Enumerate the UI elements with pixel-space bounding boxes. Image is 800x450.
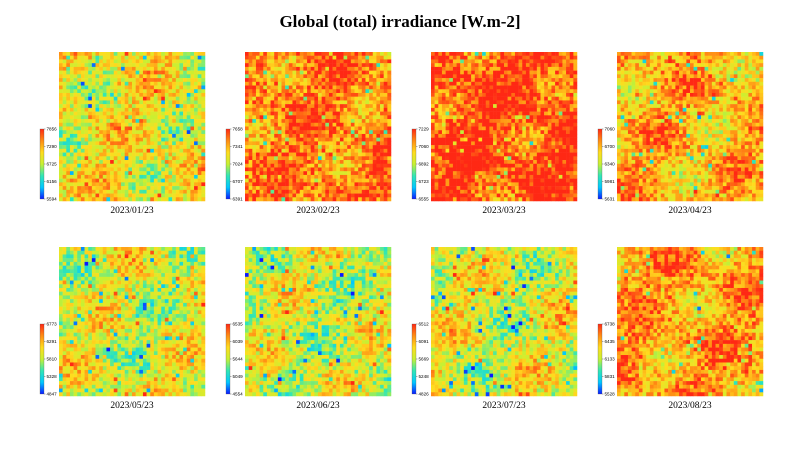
map-panel: 2023/06/23 6535 6039 5644 5049 4554	[225, 247, 392, 411]
heatmap-raster	[431, 247, 578, 397]
heatmap-raster	[617, 247, 764, 397]
colorbar-tick-label: 4826	[419, 392, 430, 397]
colorbar-tick-label: 4554	[233, 392, 244, 397]
map-panel: 2023/07/23 6512 6091 5669 5248 4826	[411, 247, 578, 411]
map-panel: 2023/05/23 6773 6291 5810 5328 4847	[39, 247, 206, 411]
colorbar-tick-label: 6738	[605, 322, 616, 327]
colorbar-tick-label: 7229	[419, 127, 430, 132]
colorbar-tick-label: 5594	[47, 197, 58, 202]
colorbar-tick-label: 6091	[419, 339, 430, 344]
colorbar-tick-label: 6133	[605, 357, 616, 362]
colorbar-tick-label: 6707	[233, 179, 244, 184]
colorbar-tick-label: 6700	[605, 144, 616, 149]
heatmap-raster	[59, 52, 206, 202]
map-panel: 2023/04/23 7060 6700 6340 5981 5631	[597, 52, 764, 216]
colorbar-tick-label: 6773	[47, 322, 58, 327]
map-panel: 2023/08/23 6738 6435 6133 5831 5528	[597, 247, 764, 411]
colorbar-tick-label: 6725	[47, 162, 58, 167]
panel-date-label: 2023/02/23	[296, 206, 340, 216]
panel-date-label: 2023/01/23	[110, 206, 154, 216]
map-panel: 2023/01/23 7856 7290 6725 6156 5594	[39, 52, 206, 216]
colorbar	[39, 128, 45, 200]
colorbar	[39, 323, 45, 395]
heatmap-raster	[59, 247, 206, 397]
colorbar-tick-label: 7024	[233, 162, 244, 167]
colorbar-tick-label: 5328	[47, 374, 58, 379]
colorbar-tick-label: 6555	[419, 197, 430, 202]
colorbar-tick-label: 7290	[47, 144, 58, 149]
colorbar-tick-label: 6512	[419, 322, 430, 327]
colorbar-tick-label: 7341	[233, 144, 244, 149]
colorbar	[411, 128, 417, 200]
colorbar-tick-label: 6340	[605, 162, 616, 167]
panel-date-label: 2023/06/23	[296, 401, 340, 411]
colorbar-tick-label: 5248	[419, 374, 430, 379]
panel-date-label: 2023/04/23	[668, 206, 712, 216]
colorbar-tick-label: 5981	[605, 179, 616, 184]
colorbar	[411, 323, 417, 395]
panel-date-label: 2023/07/23	[482, 401, 526, 411]
panel-date-label: 2023/08/23	[668, 401, 712, 411]
page-title: Global (total) irradiance [W.m-2]	[279, 12, 521, 31]
colorbar	[597, 128, 603, 200]
colorbar-tick-label: 5049	[233, 374, 244, 379]
colorbar-tick-label: 5528	[605, 392, 616, 397]
colorbar-tick-label: 6391	[233, 197, 244, 202]
colorbar-tick-label: 6039	[233, 339, 244, 344]
colorbar-tick-label: 4847	[47, 392, 58, 397]
heatmap-raster	[245, 247, 392, 397]
colorbar	[225, 323, 231, 395]
colorbar-tick-label: 5831	[605, 374, 616, 379]
colorbar-tick-label: 7060	[419, 144, 430, 149]
heatmap-raster	[617, 52, 764, 202]
colorbar	[597, 323, 603, 395]
colorbar-tick-label: 7856	[47, 127, 58, 132]
colorbar-tick-label: 6892	[419, 162, 430, 167]
colorbar-tick-label: 5644	[233, 357, 244, 362]
heatmap-raster	[245, 52, 392, 202]
colorbar	[225, 128, 231, 200]
colorbar-tick-label: 6156	[47, 179, 58, 184]
map-panel: 2023/03/23 7229 7060 6892 6723 6555	[411, 52, 578, 216]
colorbar-tick-label: 6435	[605, 339, 616, 344]
colorbar-tick-label: 5631	[605, 197, 616, 202]
map-panel: 2023/02/23 7658 7341 7024 6707 6391	[225, 52, 392, 216]
colorbar-tick-label: 5669	[419, 357, 430, 362]
panel-date-label: 2023/03/23	[482, 206, 526, 216]
colorbar-tick-label: 5810	[47, 357, 58, 362]
colorbar-tick-label: 7658	[233, 127, 244, 132]
colorbar-tick-label: 6291	[47, 339, 58, 344]
panel-date-label: 2023/05/23	[110, 401, 154, 411]
colorbar-tick-label: 6723	[419, 179, 430, 184]
colorbar-tick-label: 7060	[605, 127, 616, 132]
heatmap-raster	[431, 52, 578, 202]
colorbar-tick-label: 6535	[233, 322, 244, 327]
